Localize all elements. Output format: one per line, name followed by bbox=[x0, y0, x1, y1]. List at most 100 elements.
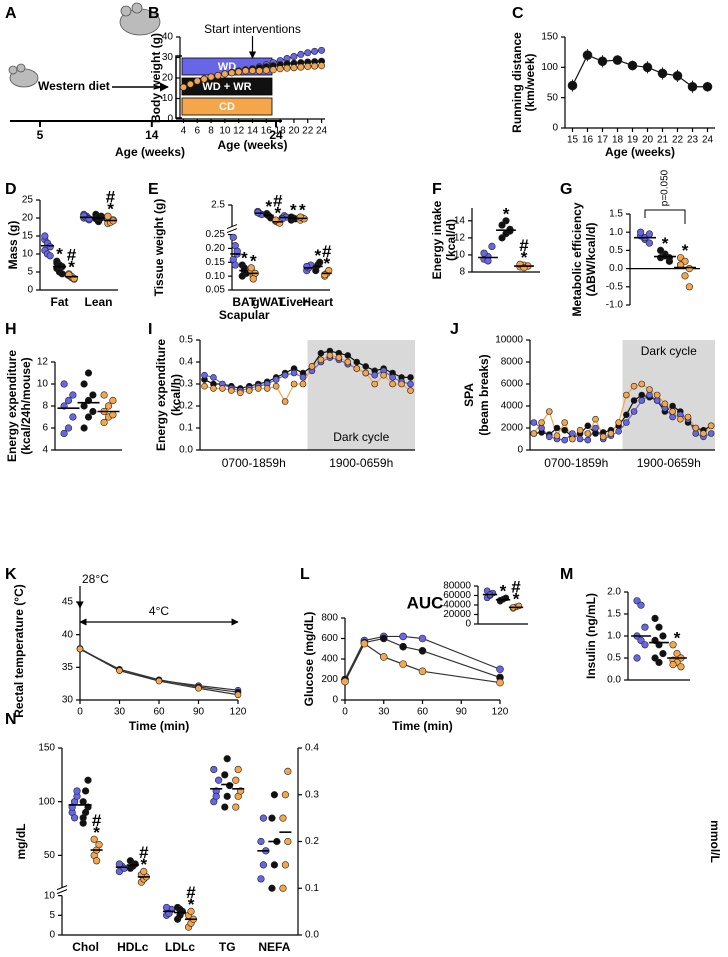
data-point bbox=[283, 64, 291, 72]
data-point bbox=[304, 63, 312, 71]
data-point bbox=[46, 252, 54, 260]
data-point bbox=[646, 391, 653, 399]
axis-title: Energy expenditure bbox=[154, 339, 168, 451]
data-point bbox=[79, 798, 87, 806]
y-tick-label: 0.5 bbox=[609, 245, 623, 256]
data-point bbox=[201, 382, 208, 390]
data-point bbox=[646, 386, 653, 393]
y-tick-label: 100 bbox=[541, 62, 558, 73]
data-point bbox=[681, 272, 689, 280]
data-point bbox=[657, 68, 668, 79]
x-band-label: 1900-0659h bbox=[637, 456, 701, 470]
data-point bbox=[399, 642, 407, 651]
significance-mark: # bbox=[511, 577, 521, 596]
significance-mark: * bbox=[299, 201, 306, 220]
data-point bbox=[299, 380, 307, 388]
data-point bbox=[303, 262, 311, 271]
data-point bbox=[341, 677, 349, 686]
panel-letter: B bbox=[148, 5, 160, 22]
data-point bbox=[297, 63, 305, 71]
data-point bbox=[262, 66, 270, 74]
data-point bbox=[607, 430, 615, 437]
y-tick-label: 80000 bbox=[443, 581, 471, 592]
data-point bbox=[569, 435, 576, 443]
data-point bbox=[615, 427, 622, 435]
data-point bbox=[179, 83, 187, 91]
y-tick-label: 6000 bbox=[501, 379, 524, 390]
y-tick-label: 25 bbox=[22, 195, 34, 206]
data-point bbox=[212, 792, 220, 800]
data-point bbox=[311, 62, 319, 70]
data-point bbox=[344, 352, 352, 359]
x-tick-label: 14 bbox=[247, 126, 259, 137]
y-tick-label: 0.25 bbox=[206, 229, 226, 240]
data-point bbox=[506, 227, 514, 235]
data-point bbox=[92, 857, 101, 865]
x-tick-label: 90 bbox=[456, 707, 468, 718]
data-point bbox=[318, 62, 326, 70]
data-point bbox=[645, 230, 654, 238]
data-point bbox=[90, 835, 98, 843]
data-point bbox=[232, 776, 240, 784]
y-tick-label: 4 bbox=[42, 445, 48, 456]
data-point bbox=[290, 380, 298, 388]
y-tick-label: 2.5 bbox=[211, 200, 225, 211]
significance-mark: * bbox=[250, 251, 257, 270]
y-tick-label: 5 bbox=[27, 267, 33, 278]
significance-mark: * bbox=[93, 823, 100, 842]
y-tick-label: 0.3 bbox=[179, 379, 193, 390]
significance-mark: * bbox=[107, 200, 114, 219]
y-tick-label: 0 bbox=[552, 123, 558, 134]
y-tick-label: 30 bbox=[162, 52, 174, 63]
group-label: CD bbox=[219, 101, 235, 113]
y-tick-label: 0.10 bbox=[206, 271, 226, 282]
data-point bbox=[567, 80, 578, 91]
data-point bbox=[281, 371, 289, 379]
data-point bbox=[687, 81, 698, 92]
data-point bbox=[249, 67, 257, 75]
data-point bbox=[633, 654, 641, 662]
data-point bbox=[247, 264, 255, 272]
data-point bbox=[700, 430, 707, 437]
y-tick-label: 0 bbox=[332, 695, 338, 706]
panel-letter: I bbox=[148, 321, 152, 338]
significance-mark: * bbox=[241, 249, 248, 268]
data-point bbox=[538, 424, 545, 432]
x-tick-label: TG bbox=[219, 940, 236, 954]
data-point bbox=[70, 814, 79, 822]
data-point bbox=[653, 397, 661, 404]
significance-mark: * bbox=[56, 245, 63, 264]
x-tick-label: Heart bbox=[302, 295, 333, 309]
data-point bbox=[326, 352, 334, 359]
data-point bbox=[129, 862, 137, 870]
data-point bbox=[272, 382, 280, 390]
data-point bbox=[418, 646, 427, 655]
y-tick-label: 50 bbox=[44, 850, 56, 861]
data-point bbox=[268, 814, 276, 822]
y-tick-label: 0.5 bbox=[607, 653, 621, 664]
y-tick-label: 2000 bbox=[501, 423, 524, 434]
x-axis-title: Time (min) bbox=[129, 719, 189, 733]
data-point bbox=[269, 66, 277, 74]
data-point bbox=[60, 429, 68, 438]
data-point bbox=[60, 380, 68, 388]
data-point bbox=[195, 684, 202, 692]
data-point bbox=[569, 430, 576, 437]
data-point bbox=[317, 349, 325, 357]
x-band-label: 0700-1859h bbox=[222, 456, 286, 470]
data-point bbox=[669, 641, 677, 649]
x-tick-label: 5 bbox=[37, 128, 44, 142]
panel-letter: G bbox=[560, 181, 572, 198]
data-point bbox=[418, 634, 427, 643]
data-point bbox=[254, 385, 262, 392]
data-point bbox=[584, 422, 592, 430]
x-tick-label: 8 bbox=[208, 126, 214, 137]
x-tick-label: Lean bbox=[84, 295, 112, 309]
data-point bbox=[627, 60, 638, 71]
annotation: 28°C bbox=[82, 572, 109, 586]
data-point bbox=[685, 283, 694, 291]
data-point bbox=[399, 660, 407, 668]
x-tick-label: 22 bbox=[302, 126, 314, 137]
data-point bbox=[64, 396, 73, 405]
data-point bbox=[290, 52, 298, 60]
